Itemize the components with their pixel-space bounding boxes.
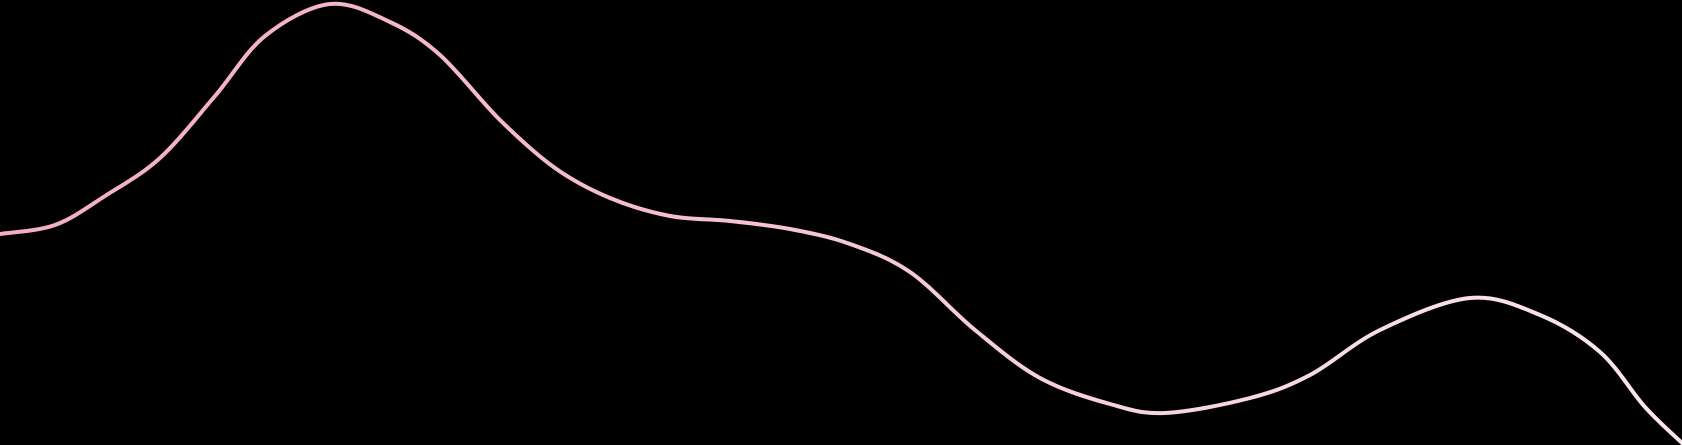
- decorative-wave-svg: [0, 1, 1682, 445]
- wave-canvas: [0, 1, 1682, 445]
- wave-line: [0, 1, 1682, 445]
